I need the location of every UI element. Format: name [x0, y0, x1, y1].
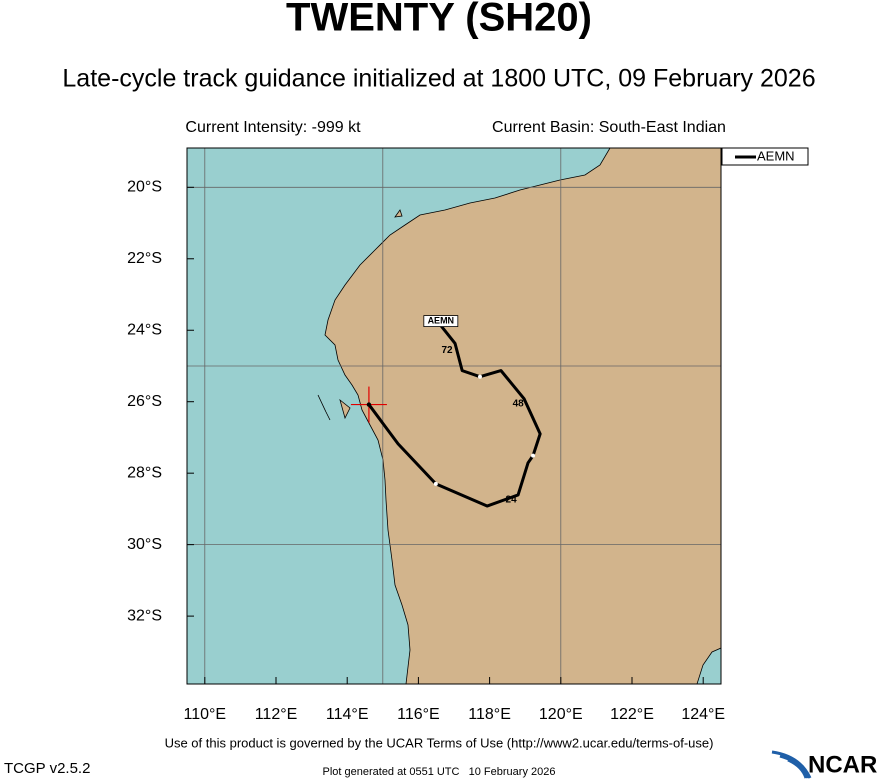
legend-label: AEMN — [757, 148, 795, 163]
x-tick-label: 124°E — [681, 706, 725, 723]
end-label: AEMN — [428, 315, 455, 325]
version: TCGP v2.5.2 — [4, 760, 90, 777]
hour-label: 48 — [513, 398, 525, 409]
y-tick-label: 32°S — [127, 607, 162, 624]
x-tick-label: 114°E — [326, 706, 369, 723]
intensity: Current Intensity: -999 kt — [185, 119, 361, 136]
y-tick-label: 26°S — [127, 393, 162, 410]
hour-label: 24 — [506, 495, 518, 506]
y-tick-label: 30°S — [127, 536, 162, 553]
x-tick-label: 120°E — [539, 706, 583, 723]
y-tick-label: 24°S — [127, 321, 162, 338]
end-label-box — [423, 315, 459, 327]
plot-frame — [186, 147, 722, 685]
basin: Current Basin: South-East Indian — [492, 119, 726, 136]
map — [187, 148, 721, 684]
y-tick-label: 28°S — [127, 464, 162, 481]
x-tick-label: 122°E — [610, 706, 654, 723]
track-dot — [366, 402, 372, 407]
island — [317, 209, 403, 421]
x-tick-label: 112°E — [255, 706, 298, 723]
track-dot — [433, 481, 438, 486]
footer: Use of this product is governed by the U… — [165, 735, 714, 750]
track-line — [367, 324, 542, 508]
y-tick-label: 20°S — [127, 179, 162, 196]
logo: NCAR — [808, 751, 877, 778]
chart-title: TWENTY (SH20) — [286, 0, 592, 40]
track-dot — [477, 374, 482, 379]
x-tick-label: 118°E — [468, 706, 511, 723]
track-dot — [531, 453, 536, 458]
hour-label: 72 — [442, 345, 454, 356]
y-tick-label: 22°S — [127, 250, 162, 267]
x-tick-label: 110°E — [184, 706, 227, 723]
generated: Plot generated at 0551 UTC 10 February 2… — [323, 766, 556, 778]
land — [324, 148, 721, 684]
x-tick-label: 116°E — [397, 706, 440, 723]
chart-subtitle: Late-cycle track guidance initialized at… — [62, 65, 815, 93]
legend-box — [721, 147, 809, 166]
logo-mark — [771, 750, 812, 779]
